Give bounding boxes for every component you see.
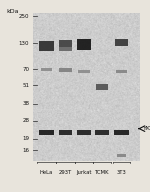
Text: 130: 130 xyxy=(19,41,29,46)
Bar xyxy=(117,154,126,157)
Bar xyxy=(95,130,109,135)
Bar xyxy=(77,39,91,50)
Bar xyxy=(41,68,52,71)
Bar xyxy=(39,130,54,135)
Text: 3T3: 3T3 xyxy=(117,170,126,175)
Bar xyxy=(114,130,129,135)
Text: TCMK: TCMK xyxy=(95,170,109,175)
Bar xyxy=(59,47,72,51)
Bar xyxy=(77,130,91,135)
Text: kDa: kDa xyxy=(7,9,19,14)
Text: YKT6: YKT6 xyxy=(142,126,150,131)
Bar xyxy=(96,84,108,90)
Bar xyxy=(58,40,72,47)
Text: 38: 38 xyxy=(22,101,29,106)
Bar xyxy=(78,70,90,73)
Bar xyxy=(39,41,54,51)
Bar xyxy=(59,68,72,72)
Text: HeLa: HeLa xyxy=(40,170,53,175)
Text: 250: 250 xyxy=(19,14,29,19)
Text: 70: 70 xyxy=(22,67,29,72)
Bar xyxy=(58,130,72,135)
Text: 293T: 293T xyxy=(59,170,72,175)
Text: 28: 28 xyxy=(22,118,29,123)
Text: 19: 19 xyxy=(22,136,29,141)
Text: 51: 51 xyxy=(22,83,29,88)
Text: Jurkat: Jurkat xyxy=(76,170,92,175)
Bar xyxy=(116,70,127,73)
Bar xyxy=(115,39,128,46)
Text: 16: 16 xyxy=(22,148,29,153)
